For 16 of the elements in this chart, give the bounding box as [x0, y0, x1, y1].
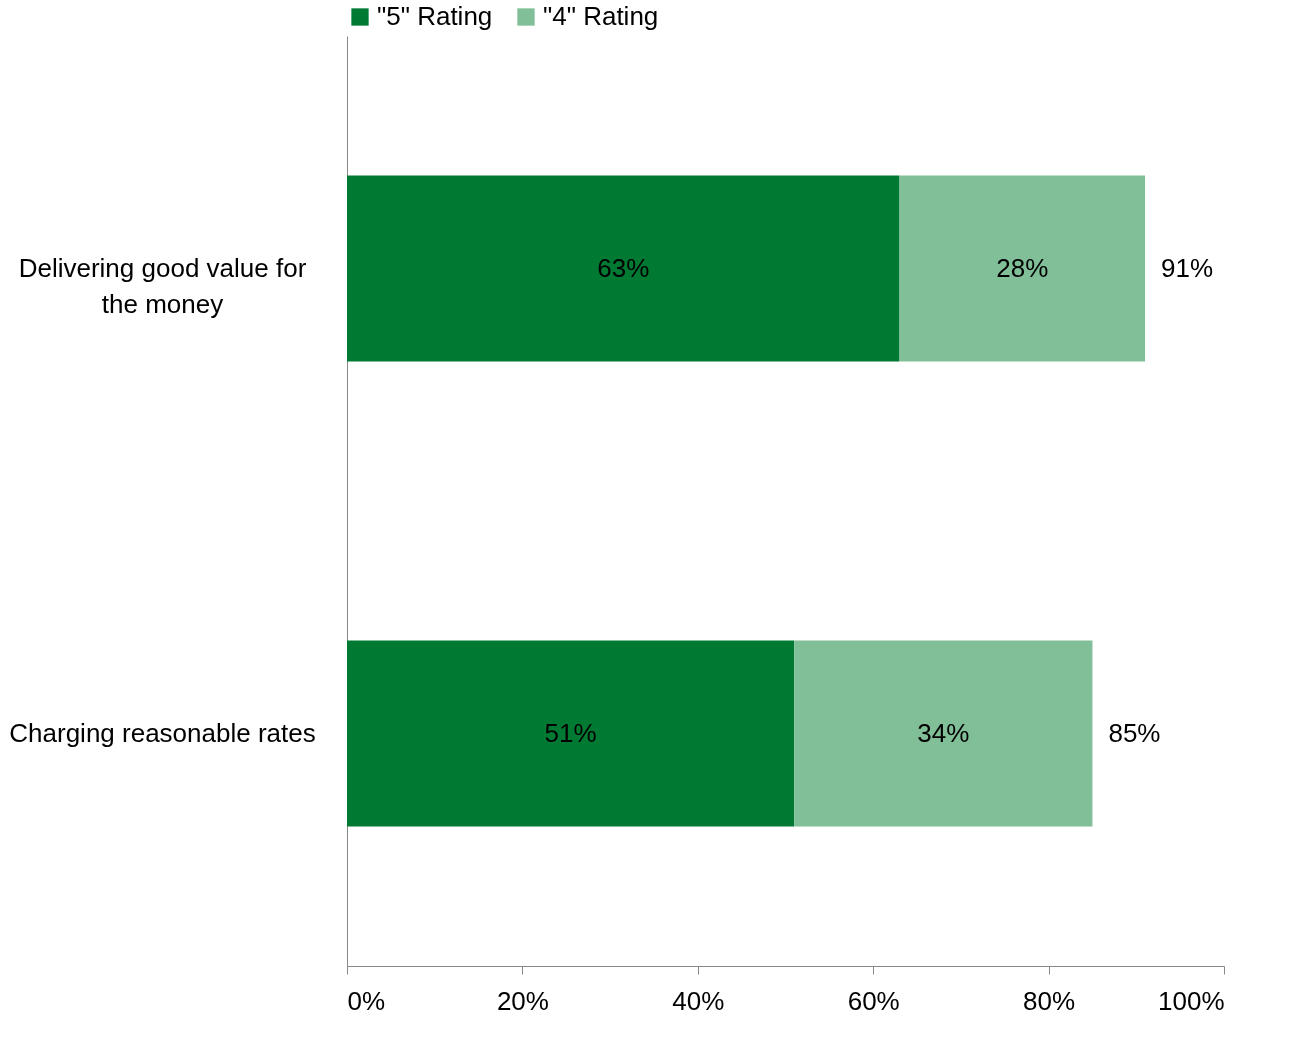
x-tick-label: 80% [1023, 985, 1076, 1016]
y-tick-label: Charging reasonable rates [9, 717, 316, 748]
total-label: 85% [1108, 717, 1161, 748]
total-label: 91% [1161, 252, 1214, 283]
data-label: 51% [544, 717, 597, 748]
data-label: 34% [917, 717, 970, 748]
data-label: 63% [597, 252, 650, 283]
x-tick-label: 100% [1158, 985, 1225, 1016]
y-tick-label: Delivering good value for the money [18, 252, 307, 319]
x-tick-label: 40% [672, 985, 725, 1016]
legend-label: "4" Rating [543, 1, 659, 31]
data-label: 28% [996, 252, 1049, 283]
x-tick-label: 60% [847, 985, 900, 1016]
x-tick-label: 0% [347, 985, 386, 1016]
legend-label: "5" Rating [377, 1, 493, 31]
x-tick-label: 20% [496, 985, 549, 1016]
